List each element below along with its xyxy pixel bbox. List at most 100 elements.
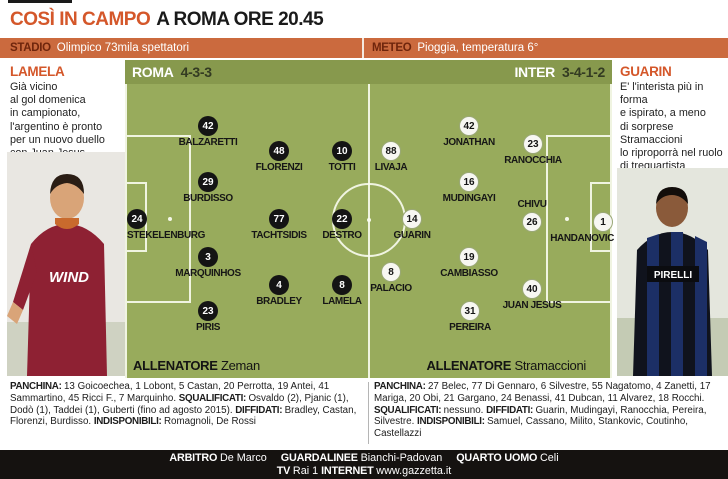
meteo-label: METEO	[372, 42, 412, 54]
quarto-uomo-name: Celi	[540, 452, 559, 464]
player-name: PEREIRA	[449, 322, 491, 333]
right-panel-title: GUARIN	[620, 64, 672, 79]
player-name: RANOCCHIA	[504, 155, 562, 166]
left-panel-title: LAMELA	[10, 64, 65, 79]
roma-coach-name: Zeman	[220, 358, 260, 373]
left-penalty-box	[127, 135, 191, 303]
tv-value: Rai 1	[292, 465, 322, 477]
player-number: 19	[459, 247, 479, 267]
player-name: BURDISSO	[183, 193, 233, 204]
guarin-photo: PIRELLI	[617, 168, 728, 376]
stadio-cell: STADIO Olimpico 73mila spettatori	[0, 38, 364, 58]
player-name: MUDINGAYI	[442, 193, 496, 204]
player-number: 8	[332, 275, 352, 295]
player-name: LAMELA	[322, 296, 362, 307]
inter-indisponibili-label: INDISPONIBILI:	[417, 416, 488, 428]
left-panel-text: Già vicino al gol domenica in campionato…	[10, 81, 105, 159]
player-name: BALZARETTI	[178, 137, 238, 148]
lamela-photo: WIND	[7, 152, 125, 376]
player-number: 1	[593, 212, 613, 232]
player-name: LIVAJA	[374, 162, 408, 173]
inter-squalificati-label: SQUALIFICATI:	[374, 404, 444, 416]
roma-diffidati-label: DIFFIDATI:	[235, 404, 285, 416]
player-number: 42	[459, 116, 479, 136]
player-name: GUARIN	[393, 230, 431, 241]
roma-formation: 4-3-3	[180, 64, 212, 80]
player-number: 77	[269, 209, 289, 229]
roma-indisponibili-label: INDISPONIBILI:	[93, 416, 164, 428]
page-title-rest: A ROMA ORE 20.45	[156, 9, 324, 30]
player-name: PIRIS	[195, 322, 221, 333]
right-penalty-spot	[565, 217, 569, 221]
internet-label: INTERNET	[321, 465, 377, 477]
player-number: 42	[198, 116, 218, 136]
player-number: 88	[381, 141, 401, 161]
guarin-photo-figure: PIRELLI	[617, 168, 728, 376]
player-number: 23	[198, 301, 218, 321]
center-spot	[367, 218, 371, 222]
inter-panchina-label: PANCHINA:	[374, 381, 428, 392]
player-number: 10	[332, 141, 352, 161]
player-number: 8	[381, 262, 401, 282]
player-number: 26	[522, 212, 542, 232]
roma-indisponibili-list: Romagnoli, De Rossi	[163, 416, 256, 428]
inter-indisponibili-list: Samuel, Cassano, Milito, Stankovic, Cout…	[374, 416, 689, 440]
inter-diffidati-list: Guarin, Mudingayi, Ranocchia, Pereira, S…	[374, 404, 707, 428]
player-number: 24	[127, 209, 147, 229]
arbitro-label: ARBITRO	[169, 452, 220, 464]
player-name: JUAN JESUS	[502, 300, 562, 311]
player-number: 16	[459, 172, 479, 192]
page-title: COSÌ IN CAMPO A ROMA ORE 20.45	[10, 9, 324, 31]
broadcast-line: TV Rai 1 INTERNET www.gazzetta.it	[0, 465, 728, 478]
player-name: CAMBIASSO	[440, 268, 498, 279]
stadio-value: Olimpico 73mila spettatori	[56, 42, 190, 54]
player-number: 23	[523, 134, 543, 154]
inter-diffidati-label: DIFFIDATI:	[486, 404, 536, 416]
top-rule	[8, 0, 72, 3]
lamela-jersey-text: WIND	[49, 269, 89, 286]
inter-panchina-list: 27 Belec, 77 Di Gennaro, 6 Silvestre, 55…	[374, 381, 711, 404]
right-goal-area	[590, 182, 610, 252]
inter-coach-name: Stramaccioni	[514, 358, 586, 373]
lamela-photo-figure: WIND	[7, 152, 125, 376]
roma-team-name: ROMA	[132, 64, 174, 80]
right-panel-text: E' l'interista più in forma e ispirato, …	[620, 81, 723, 173]
player-name: TACHTSIDIS	[251, 230, 307, 241]
player-number: 48	[269, 141, 289, 161]
player-number: 4	[269, 275, 289, 295]
meteo-cell: METEO Pioggia, temperatura 6°	[364, 38, 538, 58]
player-number: 31	[460, 301, 480, 321]
footer-bar: ARBITRO De Marco GUARDALINEE Bianchi-Pado…	[0, 450, 728, 479]
roma-coach-label: ALLENATORE	[133, 358, 218, 373]
player-name: MARQUINHOS	[175, 268, 241, 279]
stadio-label: STADIO	[10, 42, 51, 54]
inter-notes: PANCHINA: 27 Belec, 77 Di Gennaro, 6 Sil…	[374, 381, 722, 440]
roma-squalificati-list: Osvaldo (2), Pjanic (1), Dodò (1), Tadde…	[10, 392, 349, 416]
player-name: PALACIO	[370, 283, 412, 294]
player-name: TOTTI	[328, 162, 356, 173]
inter-coach-label: ALLENATORE	[426, 358, 512, 373]
player-name: STEKELENBURG	[127, 230, 205, 241]
pitch-body: 42 BALZARETTI 48 FLORENZI 10 TOTTI 29 BU…	[125, 84, 614, 378]
player-name: CHIVU	[517, 199, 547, 210]
player-number: 3	[198, 247, 218, 267]
player-number: 29	[198, 172, 218, 192]
officials-line: ARBITRO De Marco GUARDALINEE Bianchi-Pado…	[0, 452, 728, 465]
roma-header: ROMA 4-3-3	[132, 64, 212, 80]
arbitro-name: De Marco	[219, 452, 267, 464]
inter-coach: ALLENATORE Stramaccioni	[427, 358, 587, 373]
guardalinee-names: Bianchi-Padovan	[360, 452, 443, 464]
player-number: 22	[332, 209, 352, 229]
quarto-uomo-label: QUARTO UOMO	[456, 452, 540, 464]
player-name: BRADLEY	[256, 296, 302, 307]
roma-notes: PANCHINA: 13 Goicoechea, 1 Lobont, 5 Cas…	[10, 381, 362, 428]
player-name: DESTRO	[322, 230, 362, 241]
player-number: 40	[522, 279, 542, 299]
internet-url: www.gazzetta.it	[376, 465, 452, 477]
pitch: ROMA 4-3-3 INTER 3-4-1-2 42 BALZARETTI 48 …	[125, 60, 614, 378]
inter-header: INTER 3-4-1-2	[514, 64, 605, 80]
player-name: HANDANOVIC	[550, 233, 614, 244]
roma-coach: ALLENATORE Zeman	[133, 358, 260, 373]
page-title-highlight: COSÌ IN CAMPO	[10, 9, 151, 30]
guarin-jersey-text: PIRELLI	[654, 270, 693, 281]
